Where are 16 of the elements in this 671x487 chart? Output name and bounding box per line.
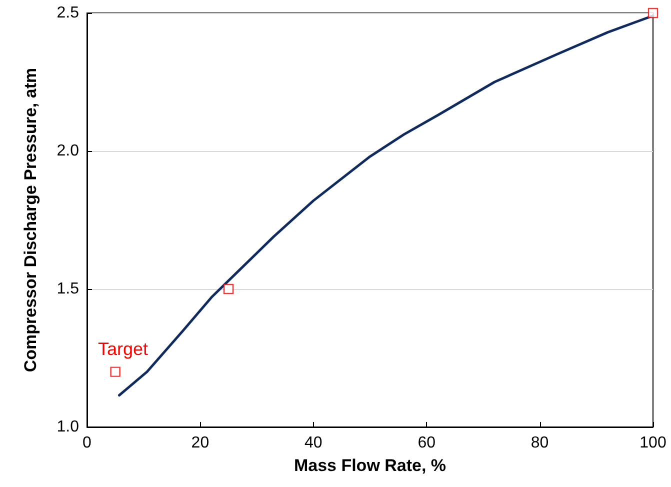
x-tick-label: 100 [640, 434, 666, 452]
x-tick-label: 40 [304, 434, 322, 452]
y-tick-label: 1.5 [56, 280, 80, 298]
x-tick-label: 80 [530, 434, 549, 452]
point [648, 8, 658, 18]
x-tick-label: 20 [191, 434, 210, 452]
point [110, 366, 120, 377]
y-axis-title: Compressor Discharge Pressure, atm [21, 68, 40, 372]
x-tick-label: 60 [418, 434, 436, 452]
y-tick-label: 1.0 [56, 418, 80, 436]
annotation: Target [98, 339, 148, 359]
point [223, 284, 234, 294]
y-tick-label: 2.5 [56, 4, 80, 22]
x-tick-label: 0 [82, 434, 92, 452]
y-tick-label: 2.0 [56, 142, 80, 160]
x-axis-title: Mass Flow Rate, % [294, 456, 446, 475]
